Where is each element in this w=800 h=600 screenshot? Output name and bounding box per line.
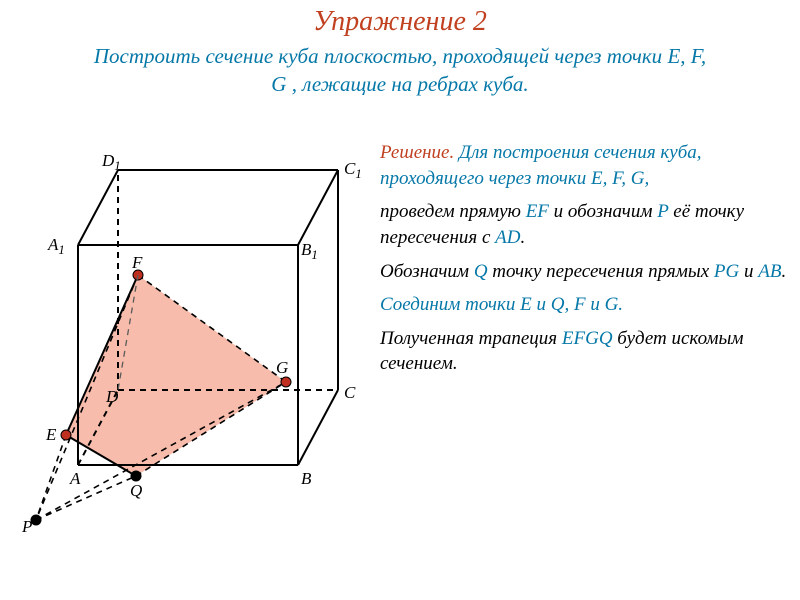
sol-var-EFGQ: EFGQ	[562, 328, 613, 349]
sol-text: ,	[603, 168, 613, 189]
svg-text:E: E	[45, 425, 57, 444]
svg-text:B1: B1	[301, 240, 318, 262]
sol-var-E: E	[591, 168, 603, 189]
sol-var-Q: Q	[551, 294, 565, 315]
svg-text:D: D	[105, 387, 119, 406]
sol-text: и обозначим	[549, 201, 657, 222]
sol-text: ,	[621, 168, 631, 189]
sol-var-AB: AB	[758, 261, 781, 282]
solution-line-1: Решение. Для построения сечения куба, пр…	[380, 140, 788, 191]
title-text: Упражнение 2	[313, 6, 487, 37]
sol-var-G: G	[605, 294, 619, 315]
problem-statement: Построить сечение куба плоскостью, прохо…	[0, 42, 800, 99]
sol-text: Полученная трапеция	[380, 328, 562, 349]
problem-part: , лежащие на ребрах куба.	[292, 72, 529, 96]
solution-heading: Решение.	[380, 142, 454, 163]
cube-diagram: A B C D A1 B1 C1 D1 E F G P Q	[18, 140, 368, 540]
sol-text: .	[781, 261, 786, 282]
solution-line-3: Обозначим Q точку пересечения прямых PG …	[380, 259, 788, 285]
sol-text: и	[532, 294, 551, 315]
problem-part: Построить сечение куба плоскостью, прохо…	[94, 44, 668, 68]
svg-text:A1: A1	[47, 235, 65, 257]
sol-text: ,	[644, 168, 649, 189]
sol-text: и	[586, 294, 605, 315]
sol-text: точку пересечения прямых	[488, 261, 714, 282]
problem-part: ,	[701, 44, 706, 68]
svg-text:Q: Q	[130, 481, 142, 500]
problem-var-G: G	[271, 72, 291, 96]
sol-text: .	[618, 294, 623, 315]
sol-text: ,	[564, 294, 574, 315]
sol-var-AD: AD	[495, 227, 520, 248]
solution-line-5: Полученная трапеция EFGQ будет искомым с…	[380, 326, 788, 377]
sol-var-F: F	[574, 294, 586, 315]
solution-line-4: Соединим точки E и Q, F и G.	[380, 292, 788, 318]
svg-text:A: A	[69, 469, 81, 488]
svg-text:D1: D1	[101, 151, 121, 173]
sol-var-PG: PG	[714, 261, 739, 282]
solution-block: Решение. Для построения сечения куба, пр…	[380, 140, 788, 385]
sol-text: Соединим точки	[380, 294, 520, 315]
sol-text: .	[521, 227, 526, 248]
sol-var-G: G	[631, 168, 645, 189]
sol-text: Обозначим	[380, 261, 474, 282]
sol-text: проведем прямую	[380, 201, 526, 222]
svg-text:P: P	[21, 517, 32, 536]
solution-line-2: проведем прямую EF и обозначим P её точк…	[380, 199, 788, 250]
sol-text: и	[739, 261, 758, 282]
problem-part: ,	[680, 44, 691, 68]
svg-text:G: G	[276, 358, 288, 377]
svg-text:C1: C1	[344, 159, 362, 181]
svg-text:B: B	[301, 469, 312, 488]
sol-var-E: E	[520, 294, 532, 315]
exercise-title: Упражнение 2	[0, 6, 800, 38]
sol-var-Q: Q	[474, 261, 488, 282]
sol-var-EF: EF	[526, 201, 549, 222]
svg-text:F: F	[131, 253, 143, 272]
problem-var-F: F	[691, 44, 701, 68]
sol-var-P: P	[657, 201, 668, 222]
svg-text:C: C	[344, 383, 356, 402]
problem-var-E: E	[667, 44, 680, 68]
sol-var-F: F	[612, 168, 621, 189]
